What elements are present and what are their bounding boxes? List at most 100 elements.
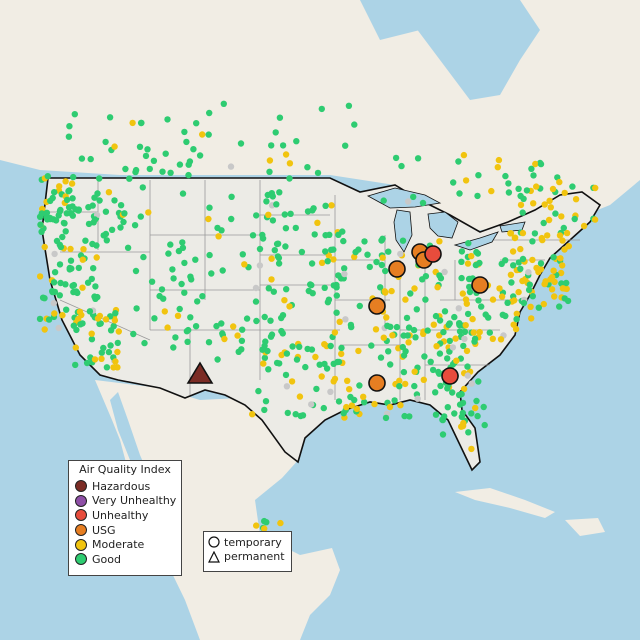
station-dot — [88, 330, 95, 337]
station-dot — [327, 388, 334, 395]
station-dot — [475, 172, 482, 179]
station-dot — [103, 364, 111, 371]
station-dot — [405, 324, 413, 331]
station-dot — [57, 279, 64, 287]
station-dot — [188, 276, 195, 283]
station-dot — [519, 209, 526, 216]
station-dot — [268, 331, 276, 338]
station-dot — [392, 154, 400, 162]
station-dot — [455, 158, 462, 165]
station-dot — [513, 310, 520, 317]
station-dot — [419, 199, 427, 207]
station-dot — [505, 189, 513, 196]
station-dot — [268, 142, 275, 149]
station-dot — [380, 197, 387, 204]
station-dot — [276, 189, 283, 196]
station-dot — [432, 411, 440, 418]
station-dot — [293, 356, 301, 363]
station-dot — [464, 363, 471, 370]
station-dot — [165, 250, 172, 257]
station-dot — [181, 289, 188, 296]
station-dot — [508, 279, 515, 286]
station-dot — [346, 386, 353, 393]
station-dot — [273, 359, 281, 367]
station-dot — [45, 316, 53, 323]
station-dot — [422, 296, 429, 303]
station-dot — [199, 293, 206, 300]
usg-station-marker — [388, 260, 406, 278]
station-dot — [238, 337, 246, 344]
station-dot — [122, 165, 129, 173]
station-dot — [94, 190, 101, 197]
station-dot — [385, 348, 392, 355]
station-dot — [276, 114, 284, 121]
station-dot — [286, 303, 293, 310]
station-dot — [451, 313, 458, 321]
station-dot — [382, 267, 389, 275]
station-dot — [476, 328, 483, 336]
station-dot — [289, 343, 296, 350]
station-dot — [563, 279, 570, 287]
station-dot — [441, 308, 449, 315]
station-dot — [137, 119, 145, 127]
station-dot — [352, 248, 359, 256]
station-dot — [551, 278, 558, 286]
station-dot — [83, 359, 91, 367]
station-dot — [36, 273, 44, 280]
station-dot — [253, 522, 260, 529]
station-dot — [311, 231, 318, 238]
station-dot — [505, 180, 512, 187]
station-dot — [388, 287, 395, 295]
moderate-swatch-icon — [75, 538, 87, 551]
station-dot — [176, 305, 183, 313]
station-dot — [98, 355, 105, 362]
station-dot — [243, 315, 251, 322]
station-dot — [591, 216, 599, 223]
station-dot — [331, 375, 339, 383]
station-dot — [520, 299, 528, 307]
station-dot — [137, 213, 144, 220]
station-dot — [542, 278, 549, 285]
station-dot — [79, 320, 86, 327]
station-dot — [379, 235, 386, 242]
station-dot — [312, 353, 319, 361]
station-dot — [366, 263, 373, 271]
station-dot — [145, 209, 152, 216]
station-dot — [111, 317, 119, 324]
station-dot — [559, 285, 567, 292]
station-dot — [59, 233, 66, 241]
station-dot — [341, 265, 348, 272]
station-dot — [107, 342, 114, 349]
station-dot — [185, 161, 192, 168]
station-dot — [169, 266, 176, 273]
station-dot — [221, 335, 228, 343]
station-dot — [402, 296, 409, 303]
station-dot — [272, 129, 279, 136]
station-dot — [110, 364, 117, 371]
station-dot — [84, 279, 92, 286]
station-dot — [259, 231, 266, 239]
station-dot — [67, 245, 74, 253]
station-dot — [87, 155, 94, 163]
station-dot — [41, 295, 48, 302]
station-dot — [541, 201, 548, 208]
station-dot — [148, 278, 156, 285]
station-dot — [283, 286, 290, 293]
station-dot — [193, 120, 200, 127]
station-dot — [49, 194, 56, 202]
station-dot — [273, 201, 280, 208]
station-dot — [361, 399, 368, 406]
station-dot — [351, 396, 358, 404]
station-dot — [525, 269, 532, 276]
legend-label: Very Unhealthy — [92, 494, 177, 508]
station-dot — [266, 168, 273, 175]
station-dot — [333, 309, 340, 316]
station-dot — [530, 172, 537, 179]
station-dot — [286, 160, 294, 167]
circle-icon — [208, 536, 220, 548]
station-dot — [178, 280, 185, 288]
station-dot — [519, 255, 527, 263]
station-dot — [476, 259, 483, 267]
station-dot — [559, 262, 566, 269]
station-dot — [513, 316, 520, 323]
